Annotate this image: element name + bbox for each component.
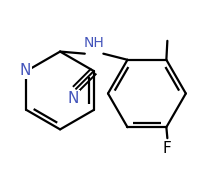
Text: N: N xyxy=(20,63,31,77)
Text: F: F xyxy=(163,141,172,156)
Text: NH: NH xyxy=(84,36,105,50)
Text: N: N xyxy=(68,91,79,106)
